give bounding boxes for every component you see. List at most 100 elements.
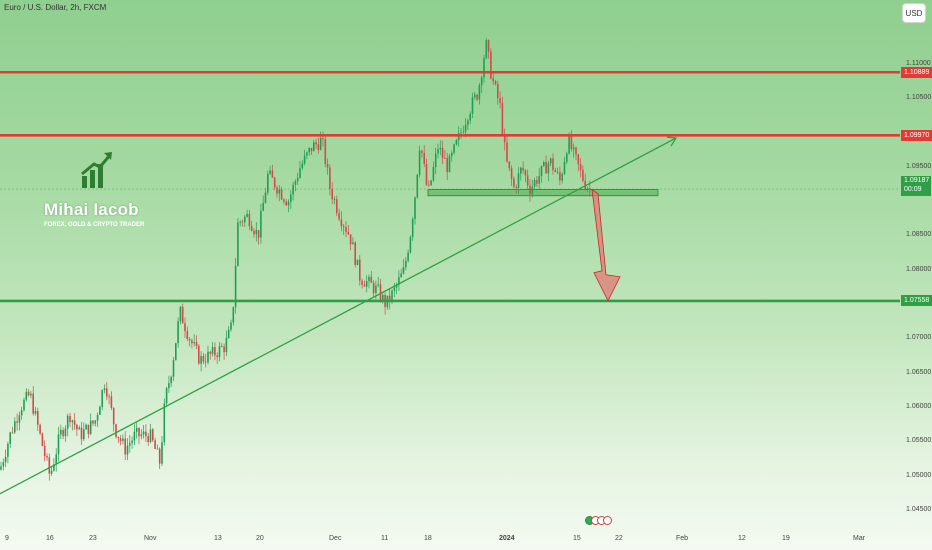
candle-body	[156, 448, 159, 450]
candle-body	[135, 427, 138, 432]
candle-body	[20, 410, 23, 416]
candle-body	[423, 153, 425, 164]
candle-body	[195, 342, 198, 346]
candle-body	[589, 187, 591, 189]
candle-body	[393, 287, 396, 291]
candle-body	[579, 164, 582, 170]
candle-body	[575, 147, 577, 155]
price-tick-label: 1.11000	[906, 59, 931, 67]
candle-body	[432, 167, 435, 181]
candle-body	[395, 284, 398, 288]
price-tick-label: 1.08500	[906, 231, 932, 239]
candle-body	[306, 152, 308, 156]
candle-body	[225, 338, 228, 353]
candle-body	[474, 94, 476, 98]
candle-body	[485, 40, 488, 59]
candle-body	[27, 391, 30, 396]
candle-body	[188, 338, 191, 341]
candle-body	[439, 147, 442, 150]
candle-body	[168, 383, 170, 389]
candle-body	[568, 136, 570, 154]
candle-body	[262, 203, 264, 211]
candle-body	[53, 464, 55, 471]
candle-body	[303, 155, 306, 164]
candle-body	[301, 163, 304, 169]
candle-body	[451, 152, 453, 157]
candle-body	[540, 165, 543, 177]
candle-body	[230, 322, 232, 330]
currency-button[interactable]: USD	[902, 3, 926, 23]
candle-body	[264, 192, 267, 204]
candle-body	[363, 284, 366, 287]
candle-body	[382, 294, 384, 301]
price-tick-label: 1.05000	[906, 471, 932, 479]
candle-body	[349, 234, 352, 245]
candle-body	[149, 429, 152, 443]
candle-body	[345, 227, 347, 232]
candle-body	[172, 360, 175, 377]
candle-body	[99, 406, 101, 415]
candle-body	[154, 440, 156, 449]
candle-body	[122, 438, 124, 441]
candle-body	[4, 456, 7, 463]
candle-body	[106, 388, 108, 397]
time-tick-label: 9	[5, 535, 9, 542]
price-tick-label: 1.07000	[906, 334, 932, 342]
candle-body	[267, 173, 269, 193]
candle-body	[119, 438, 122, 441]
support-zone	[427, 189, 659, 197]
candle-body	[299, 168, 301, 178]
candle-body	[232, 307, 235, 323]
candle-body	[329, 167, 331, 189]
candle-body	[340, 219, 343, 227]
time-tick-label: Dec	[329, 535, 342, 542]
candle-body	[545, 162, 547, 174]
candle-body	[467, 120, 469, 125]
candle-body	[476, 94, 478, 100]
candle-body	[200, 355, 202, 364]
candle-body	[379, 284, 382, 301]
candle-body	[46, 456, 48, 458]
price-tick-label: 1.08000	[906, 265, 932, 273]
candle-body	[177, 321, 179, 344]
candle-body	[370, 276, 373, 283]
time-tick-label: 18	[424, 535, 432, 542]
candle-body	[85, 424, 87, 430]
candle-body	[561, 174, 563, 181]
candle-body	[241, 221, 244, 223]
candle-body	[359, 259, 361, 281]
economic-events[interactable]	[585, 516, 612, 525]
candle-body	[398, 277, 400, 285]
candle-body	[170, 376, 172, 384]
candle-body	[414, 197, 416, 220]
candle-body	[124, 438, 126, 455]
bar-countdown: 00:09	[904, 186, 922, 193]
candle-body	[50, 470, 53, 474]
candle-body	[214, 347, 216, 356]
candle-body	[202, 355, 205, 362]
candle-body	[365, 281, 368, 287]
candle-body	[308, 147, 310, 153]
candle-body	[446, 158, 448, 173]
candle-body	[41, 433, 44, 446]
event-icon[interactable]	[603, 516, 612, 525]
candle-body	[563, 161, 566, 175]
candle-body	[285, 201, 287, 206]
candle-body	[377, 284, 379, 286]
candle-body	[464, 124, 467, 132]
candle-body	[147, 436, 149, 443]
current-price-tag: 1.09187 00:09	[901, 176, 931, 196]
candle-body	[499, 98, 501, 103]
candle-body	[179, 306, 182, 322]
candle-body	[368, 276, 370, 282]
candle-body	[39, 424, 41, 434]
candle-body	[444, 158, 446, 159]
candle-body	[487, 40, 490, 52]
candle-body	[133, 431, 136, 441]
candle-body	[416, 174, 419, 198]
projection-arrow	[591, 188, 621, 302]
price-tick-label: 1.05500	[906, 437, 932, 445]
candle-body	[175, 343, 177, 361]
